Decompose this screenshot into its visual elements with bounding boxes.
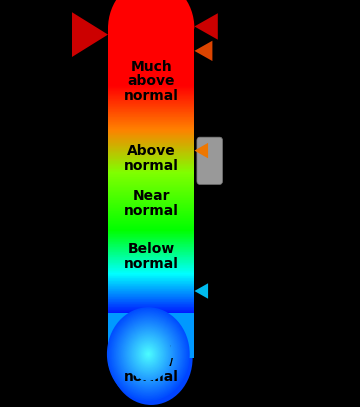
Circle shape bbox=[148, 353, 149, 355]
Circle shape bbox=[116, 317, 181, 391]
Circle shape bbox=[128, 331, 168, 377]
Circle shape bbox=[142, 347, 154, 361]
Circle shape bbox=[147, 352, 150, 356]
Circle shape bbox=[146, 352, 150, 357]
Circle shape bbox=[107, 307, 190, 401]
Circle shape bbox=[132, 336, 164, 372]
Polygon shape bbox=[194, 41, 212, 61]
Circle shape bbox=[122, 324, 175, 384]
Circle shape bbox=[140, 345, 157, 363]
Circle shape bbox=[117, 319, 179, 389]
Circle shape bbox=[129, 332, 168, 376]
Circle shape bbox=[145, 351, 151, 357]
Wedge shape bbox=[108, 0, 194, 28]
Circle shape bbox=[143, 348, 154, 360]
Circle shape bbox=[117, 318, 180, 390]
Circle shape bbox=[109, 310, 188, 398]
Circle shape bbox=[121, 324, 175, 385]
FancyBboxPatch shape bbox=[108, 313, 194, 358]
Circle shape bbox=[113, 314, 184, 394]
Text: Near
normal: Near normal bbox=[124, 189, 179, 218]
Circle shape bbox=[133, 337, 163, 371]
Circle shape bbox=[111, 311, 186, 397]
Polygon shape bbox=[72, 12, 108, 57]
Circle shape bbox=[138, 342, 159, 366]
Text: Above
normal: Above normal bbox=[124, 144, 179, 173]
Circle shape bbox=[144, 349, 152, 359]
Circle shape bbox=[136, 340, 161, 368]
Polygon shape bbox=[194, 283, 208, 299]
Circle shape bbox=[131, 335, 166, 374]
Circle shape bbox=[115, 317, 181, 392]
Circle shape bbox=[134, 338, 163, 370]
Circle shape bbox=[114, 315, 183, 393]
Text: Much
above
normal: Much above normal bbox=[124, 60, 179, 103]
Circle shape bbox=[119, 322, 177, 387]
Polygon shape bbox=[194, 143, 208, 158]
Circle shape bbox=[120, 322, 177, 386]
FancyBboxPatch shape bbox=[197, 137, 222, 184]
Circle shape bbox=[136, 341, 160, 368]
Circle shape bbox=[125, 328, 172, 381]
Circle shape bbox=[119, 321, 178, 387]
Circle shape bbox=[130, 334, 166, 374]
Circle shape bbox=[123, 326, 173, 382]
Circle shape bbox=[127, 330, 170, 378]
Circle shape bbox=[135, 339, 161, 369]
Polygon shape bbox=[194, 13, 218, 39]
Circle shape bbox=[135, 339, 162, 370]
Circle shape bbox=[108, 309, 188, 399]
Circle shape bbox=[124, 327, 172, 381]
Circle shape bbox=[126, 328, 171, 380]
Circle shape bbox=[144, 349, 153, 359]
Circle shape bbox=[121, 323, 176, 385]
Circle shape bbox=[126, 329, 170, 379]
Text: Below
normal: Below normal bbox=[124, 242, 179, 271]
Circle shape bbox=[127, 330, 169, 378]
Circle shape bbox=[108, 308, 189, 400]
Circle shape bbox=[139, 343, 158, 365]
Circle shape bbox=[110, 311, 193, 405]
Text: Much
below
normal: Much below normal bbox=[124, 341, 179, 384]
Circle shape bbox=[123, 325, 174, 383]
Circle shape bbox=[137, 341, 159, 367]
Circle shape bbox=[112, 313, 185, 396]
Circle shape bbox=[139, 344, 157, 364]
Circle shape bbox=[130, 333, 167, 375]
Circle shape bbox=[141, 346, 155, 362]
Circle shape bbox=[114, 316, 182, 392]
Circle shape bbox=[118, 320, 179, 388]
Circle shape bbox=[111, 312, 186, 396]
Circle shape bbox=[141, 346, 156, 363]
Circle shape bbox=[112, 313, 184, 395]
Circle shape bbox=[145, 350, 152, 358]
Circle shape bbox=[110, 311, 187, 398]
Circle shape bbox=[132, 335, 165, 373]
